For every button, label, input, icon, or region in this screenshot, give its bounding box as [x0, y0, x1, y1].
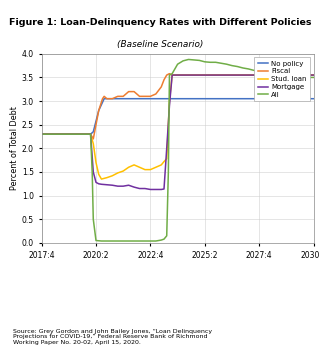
Text: Figure 1: Loan-Delinquency Rates with Different Policies: Figure 1: Loan-Delinquency Rates with Di…: [9, 18, 311, 27]
Text: Source: Grey Gordon and John Bailey Jones, “Loan Delinquency
Projections for COV: Source: Grey Gordon and John Bailey Jone…: [13, 329, 212, 345]
Text: (Baseline Scenario): (Baseline Scenario): [117, 40, 203, 49]
Legend: No policy, Fiscal, Stud. loan, Mortgage, All: No policy, Fiscal, Stud. loan, Mortgage,…: [254, 57, 310, 101]
Y-axis label: Percent of Total Debt: Percent of Total Debt: [10, 107, 19, 190]
